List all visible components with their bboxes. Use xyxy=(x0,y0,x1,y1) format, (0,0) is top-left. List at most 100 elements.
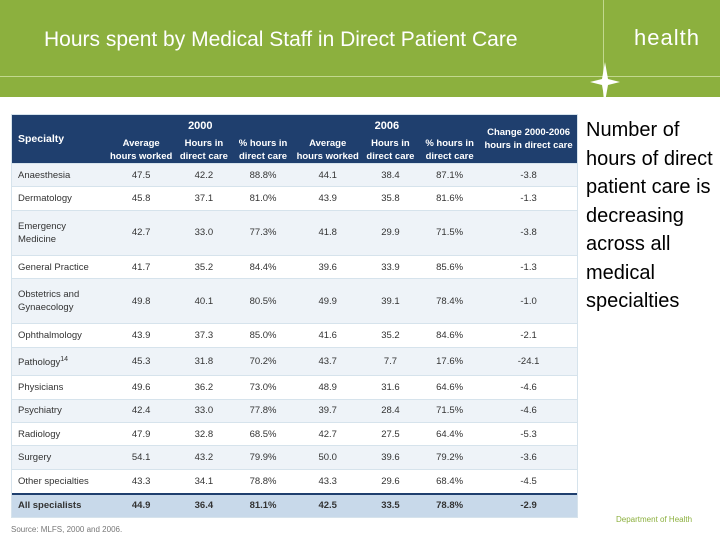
value-cell-h2000: 33.0 xyxy=(175,209,233,256)
table-row: Ophthalmology 43.9 37.3 85.0% 41.6 35.2 84.6% -… xyxy=(12,323,577,348)
value-cell-h2006: 27.5 xyxy=(361,422,420,446)
value-cell-a2000: 49.8 xyxy=(107,278,176,324)
value-cell-h2006: 31.6 xyxy=(361,375,420,400)
value-cell-h2006: 7.7 xyxy=(361,346,420,376)
value-cell-p2006: 64.4% xyxy=(419,422,481,446)
value-cell-p2000: 85.0% xyxy=(232,323,294,348)
value-cell-p2000: 70.2% xyxy=(232,346,294,376)
specialty-cell: Physicians xyxy=(12,375,108,400)
pct-direct-2006-header: % hours in direct care xyxy=(419,137,481,164)
value-cell-a2000: 42.7 xyxy=(107,209,176,256)
hours-direct-2006-header: Hours in direct care xyxy=(361,137,420,164)
value-cell-h2000: 34.1 xyxy=(175,468,233,494)
table-row: General Practice 41.7 35.2 84.4% 39.6 33.9 85.… xyxy=(12,254,577,279)
value-cell-p2000: 77.3% xyxy=(232,209,294,256)
specialty-label: General Practice xyxy=(18,261,89,273)
specialty-column-header: Specialty xyxy=(12,115,108,164)
specialty-label: Ophthalmology xyxy=(18,330,82,341)
header-divider-vertical xyxy=(603,0,604,97)
value-cell-p2006: 17.6% xyxy=(419,346,481,376)
change-column-header: Change 2000-2006 hours in direct care xyxy=(480,115,577,164)
summary-text: Number of hours of direct patient care i… xyxy=(586,119,713,312)
value-cell-a2006: 43.9 xyxy=(293,186,362,211)
specialty-cell: Dermatology xyxy=(12,186,108,211)
value-cell-h2000: 31.8 xyxy=(175,346,233,376)
specialty-hours-table: Specialty 2000 2006 Change 2000-2006 hou… xyxy=(11,114,578,518)
value-cell-p2006: 68.4% xyxy=(419,468,481,494)
value-cell-h2000: 33.0 xyxy=(175,398,233,423)
value-cell-a2006: 49.9 xyxy=(293,278,362,324)
table-row: Anaesthesia 47.5 42.2 88.8% 44.1 38.4 87.1% -3.… xyxy=(12,162,577,187)
value-cell-a2006: 39.6 xyxy=(293,254,362,279)
specialty-cell: Anaesthesia xyxy=(12,162,108,187)
total-cell-p2006: 78.8% xyxy=(419,492,481,517)
specialty-label: Emergency Medicine xyxy=(18,220,67,245)
value-cell-p2000: 78.8% xyxy=(232,468,294,494)
year-2000-header: 2000 xyxy=(107,115,294,137)
value-cell-p2006: 78.4% xyxy=(419,278,481,324)
value-cell-change: -2.1 xyxy=(480,323,577,348)
value-cell-a2000: 47.5 xyxy=(107,162,176,187)
value-cell-p2006: 84.6% xyxy=(419,323,481,348)
value-cell-a2000: 42.4 xyxy=(107,398,176,423)
specialty-cell: Radiology xyxy=(12,422,108,446)
value-cell-h2006: 33.9 xyxy=(361,254,420,279)
specialty-cell: Surgery xyxy=(12,445,108,470)
department-logo: Department of Health xyxy=(616,515,693,524)
value-cell-a2006: 44.1 xyxy=(293,162,362,187)
value-cell-h2006: 28.4 xyxy=(361,398,420,423)
header-divider-horizontal xyxy=(0,76,720,77)
value-cell-a2006: 42.7 xyxy=(293,422,362,446)
value-cell-a2000: 45.3 xyxy=(107,346,176,376)
specialty-label: Obstetrics and Gynaecology xyxy=(18,289,80,314)
value-cell-change: -1.3 xyxy=(480,254,577,279)
value-cell-a2000: 43.3 xyxy=(107,468,176,494)
brand-logo: health xyxy=(634,25,700,50)
value-cell-a2006: 43.7 xyxy=(293,346,362,376)
pct-direct-2000-header: % hours in direct care xyxy=(232,137,294,164)
value-cell-p2006: 87.1% xyxy=(419,162,481,187)
value-cell-a2006: 48.9 xyxy=(293,375,362,400)
specialty-cell: Ophthalmology xyxy=(12,323,108,348)
value-cell-a2000: 47.9 xyxy=(107,422,176,446)
avg-hours-2006-header: Average hours worked xyxy=(293,137,362,164)
value-cell-p2000: 81.0% xyxy=(232,186,294,211)
value-cell-a2006: 41.6 xyxy=(293,323,362,348)
value-cell-p2000: 80.5% xyxy=(232,278,294,324)
value-cell-h2000: 40.1 xyxy=(175,278,233,324)
value-cell-h2000: 36.2 xyxy=(175,375,233,400)
specialty-label: Other specialties xyxy=(18,475,89,487)
value-cell-a2000: 41.7 xyxy=(107,254,176,279)
total-cell-h2006: 33.5 xyxy=(361,492,420,517)
value-cell-p2006: 85.6% xyxy=(419,254,481,279)
value-cell-change: -3.8 xyxy=(480,209,577,256)
specialty-label: Pathology xyxy=(18,357,61,369)
value-cell-a2000: 49.6 xyxy=(107,375,176,400)
value-cell-change: -4.6 xyxy=(480,398,577,423)
total-cell-a2000: 44.9 xyxy=(107,492,176,517)
value-cell-change: -5.3 xyxy=(480,422,577,446)
total-row: All specialists 44.9 36.4 81.1% 42.5 33.5 78.8… xyxy=(12,492,577,517)
total-cell-change: -2.9 xyxy=(480,492,577,517)
value-cell-h2000: 35.2 xyxy=(175,254,233,279)
specialty-label: Surgery xyxy=(18,452,52,464)
value-cell-h2006: 35.8 xyxy=(361,186,420,211)
value-cell-change: -1.3 xyxy=(480,186,577,211)
value-cell-h2000: 37.1 xyxy=(175,186,233,211)
value-cell-p2000: 84.4% xyxy=(232,254,294,279)
value-cell-p2000: 73.0% xyxy=(232,375,294,400)
value-cell-a2000: 43.9 xyxy=(107,323,176,348)
star-icon xyxy=(590,62,620,102)
table-row: Other specialties 43.3 34.1 78.8% 43.3 29.6 68… xyxy=(12,468,577,494)
value-cell-a2006: 41.8 xyxy=(293,209,362,256)
value-cell-a2006: 50.0 xyxy=(293,445,362,470)
value-cell-a2000: 54.1 xyxy=(107,445,176,470)
hours-direct-2000-header: Hours in direct care xyxy=(175,137,233,164)
total-label: All specialists xyxy=(12,492,108,517)
slide-title: Hours spent by Medical Staff in Direct P… xyxy=(44,28,518,51)
table-row: Pathology14 45.3 31.8 70.2% 43.7 7.7 17.6% -24.… xyxy=(12,346,577,376)
value-cell-h2006: 35.2 xyxy=(361,323,420,348)
avg-hours-2000-header: Average hours worked xyxy=(107,137,176,164)
specialty-cell: Pathology14 xyxy=(12,346,108,376)
value-cell-p2000: 68.5% xyxy=(232,422,294,446)
